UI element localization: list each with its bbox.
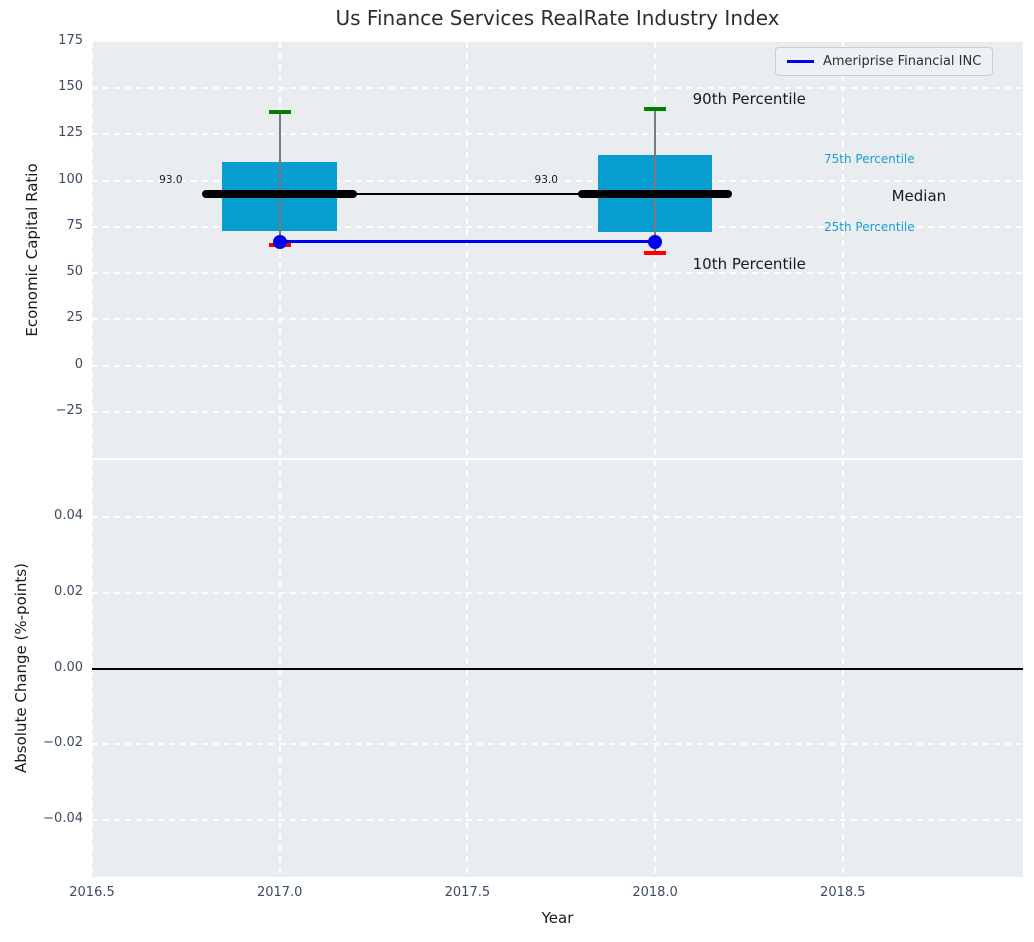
gridline-vertical (466, 42, 469, 458)
gridline-horizontal (92, 364, 1023, 367)
gridline-vertical (91, 42, 93, 458)
p10-cap-2018 (644, 250, 667, 255)
gridline-horizontal (92, 743, 1023, 746)
y-tick-label: −0.02 (43, 735, 83, 751)
y-tick-label: 75 (66, 217, 83, 233)
gridline-horizontal (92, 410, 1023, 413)
chart-title: Us Finance Services RealRate Industry In… (335, 6, 780, 30)
x-tick-label: 2017.0 (256, 885, 303, 900)
y-tick-label: −0.04 (43, 811, 83, 827)
legend-line-swatch (787, 60, 814, 63)
median-line-2017 (202, 189, 358, 198)
top-plot-area (92, 42, 1023, 458)
gridline-horizontal (92, 318, 1023, 321)
gridline-horizontal (92, 515, 1023, 518)
annotation-75th-percentile: 75th Percentile (824, 152, 915, 167)
gridline-horizontal (92, 179, 1023, 182)
annotation-90th-percentile: 90th Percentile (692, 90, 806, 109)
p90-cap-2018 (644, 107, 667, 112)
y-tick-label: 0.00 (54, 659, 83, 675)
gridline-vertical (278, 42, 281, 458)
whisker-2017 (278, 112, 281, 246)
y-tick-label: 125 (58, 125, 83, 141)
company-line (279, 240, 656, 244)
company-dot-2017 (272, 234, 287, 249)
gridline-horizontal (92, 87, 1023, 90)
y-tick-label: 0.04 (54, 507, 83, 523)
x-tick-label: 2018.0 (632, 885, 678, 900)
zero-line (92, 667, 1023, 670)
annotation-10th-percentile: 10th Percentile (692, 254, 806, 273)
annotation-median: Median (891, 187, 947, 206)
y-tick-label: 50 (66, 264, 83, 280)
legend-label: Ameriprise Financial INC (823, 54, 982, 69)
company-dot-2018 (648, 234, 663, 249)
p90-cap-2017 (268, 110, 291, 115)
x-axis-label: Year (541, 909, 574, 927)
y-tick-label: 150 (58, 79, 83, 95)
annotation-25th-percentile: 25th Percentile (824, 219, 915, 234)
x-tick-label: 2018.5 (820, 885, 866, 900)
top-y-axis-label: Economic Capital Ratio (23, 163, 41, 337)
median-line-2018 (577, 189, 733, 198)
y-tick-label: 100 (58, 171, 83, 187)
y-tick-label: 0 (74, 356, 83, 372)
x-tick-label: 2017.5 (444, 885, 491, 900)
median-value-label: 93.0 (534, 173, 558, 186)
median-value-label: 93.0 (159, 173, 183, 186)
gridline-horizontal (92, 272, 1023, 275)
gridline-horizontal (92, 225, 1023, 228)
y-tick-label: 175 (58, 33, 83, 48)
y-tick-label: −25 (55, 402, 83, 418)
gridline-horizontal (92, 819, 1023, 822)
legend: Ameriprise Financial INC (775, 47, 994, 76)
gridline-vertical (841, 42, 844, 458)
y-tick-label: 0.02 (54, 583, 83, 599)
x-tick-label: 2016.5 (69, 885, 115, 900)
median-connector-line (279, 192, 656, 195)
whisker-2018 (654, 109, 657, 253)
y-tick-label: 25 (66, 310, 83, 326)
bottom-y-axis-label: Absolute Change (%-points) (12, 563, 30, 773)
gridline-horizontal (92, 591, 1023, 594)
gridline-horizontal (92, 133, 1023, 136)
